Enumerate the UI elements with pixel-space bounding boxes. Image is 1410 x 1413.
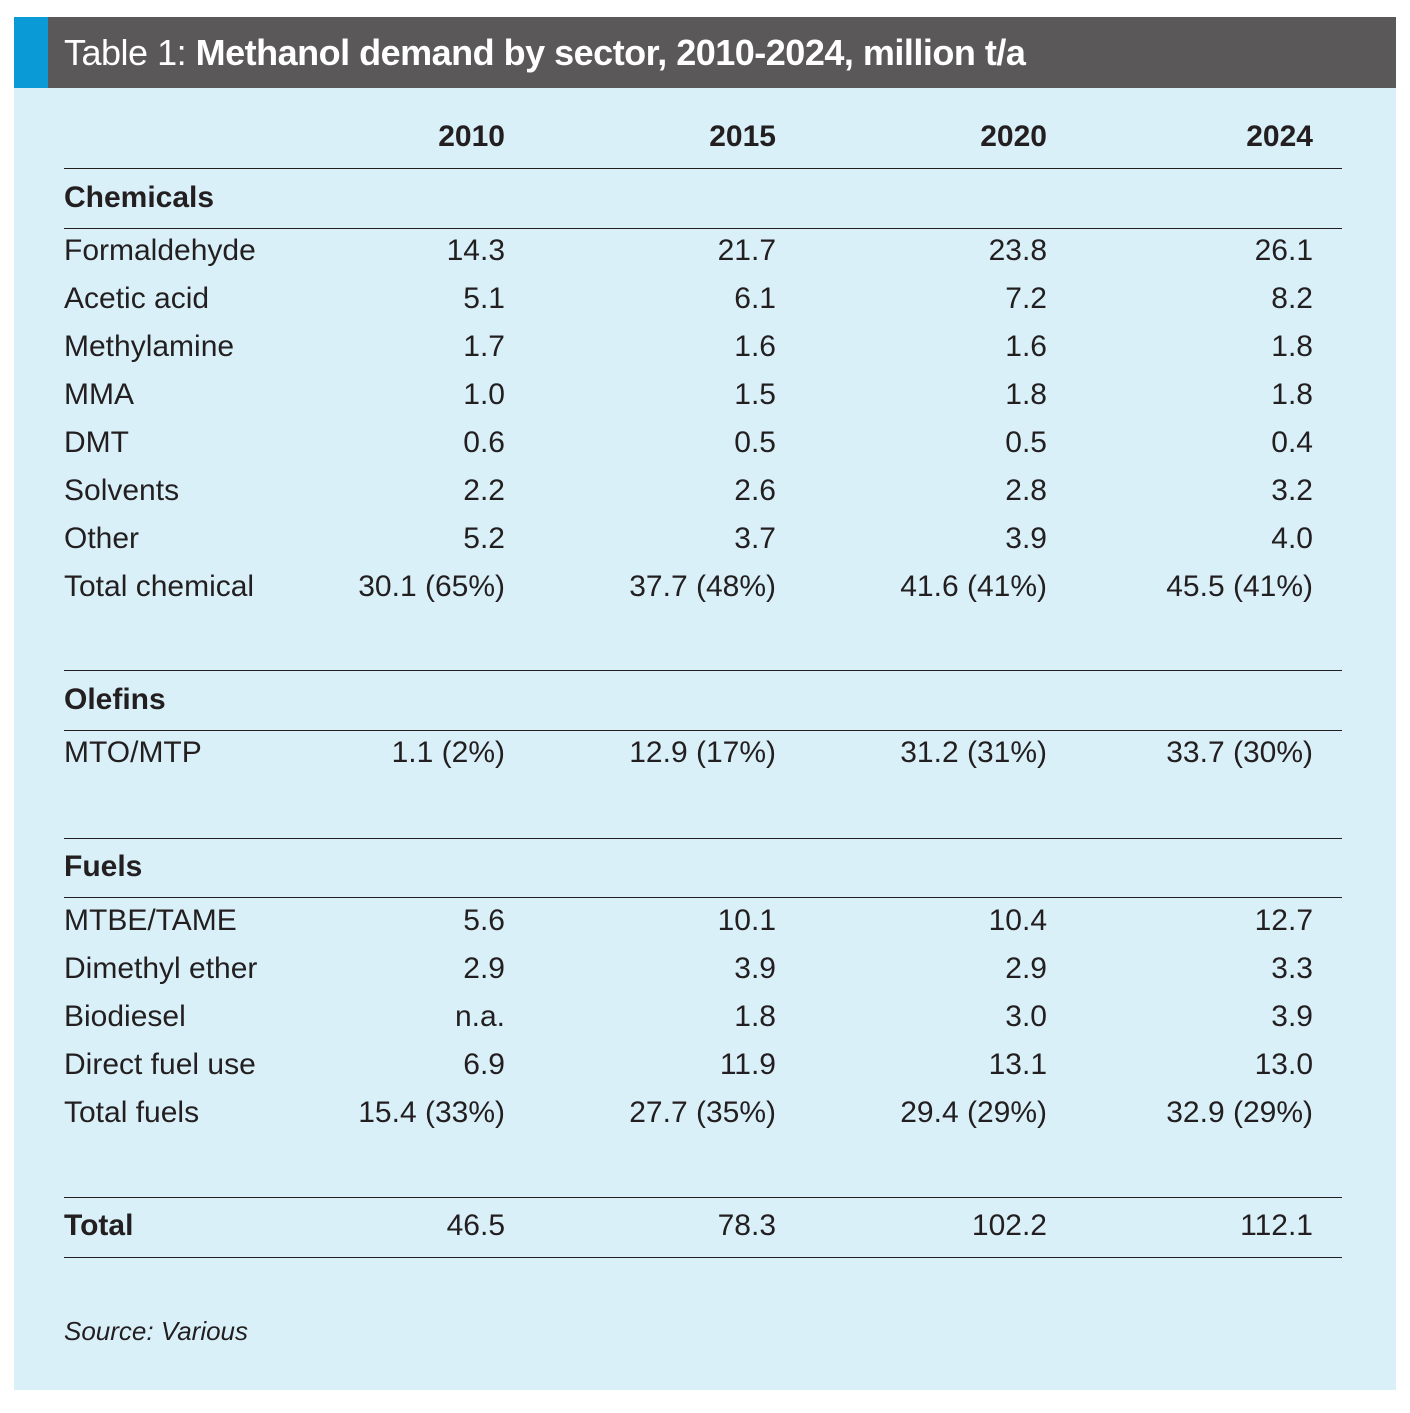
cell-value: 13.0 bbox=[1254, 1048, 1313, 1081]
section-heading: Olefins bbox=[64, 683, 166, 716]
cell-value: 2.9 bbox=[463, 952, 505, 985]
cell-value: 1.6 bbox=[1005, 330, 1047, 363]
cell-value: 14.3 bbox=[446, 234, 505, 267]
total-value: 78.3 bbox=[717, 1209, 776, 1242]
cell-value: 1.8 bbox=[1271, 378, 1313, 411]
cell-value: 3.9 bbox=[734, 952, 776, 985]
column-header: 2015 bbox=[709, 120, 776, 153]
column-header: 2024 bbox=[1246, 120, 1313, 153]
cell-value: 3.0 bbox=[1005, 1000, 1047, 1033]
divider bbox=[64, 730, 1342, 731]
section-heading: Chemicals bbox=[64, 181, 215, 214]
row-label: Methylamine bbox=[64, 330, 235, 363]
total-label: Total bbox=[64, 1209, 134, 1242]
cell-value: 0.5 bbox=[1005, 426, 1047, 459]
cell-value: 26.1 bbox=[1254, 234, 1313, 267]
row-label: Formaldehyde bbox=[64, 234, 256, 267]
row-label: Direct fuel use bbox=[64, 1048, 256, 1081]
cell-value: 27.7 (35%) bbox=[629, 1096, 776, 1129]
cell-value: 8.2 bbox=[1271, 282, 1313, 315]
cell-value: 1.8 bbox=[1005, 378, 1047, 411]
cell-value: 1.0 bbox=[463, 378, 505, 411]
cell-value: 12.9 (17%) bbox=[629, 736, 776, 769]
cell-value: 31.2 (31%) bbox=[900, 736, 1047, 769]
cell-value: 3.2 bbox=[1271, 474, 1313, 507]
cell-value: 15.4 (33%) bbox=[358, 1096, 505, 1129]
row-label: Total chemical bbox=[64, 570, 255, 603]
cell-value: 30.1 (65%) bbox=[358, 570, 505, 603]
cell-value: 1.6 bbox=[734, 330, 776, 363]
cell-value: 5.1 bbox=[463, 282, 505, 315]
cell-value: 2.6 bbox=[734, 474, 776, 507]
total-value: 112.1 bbox=[1240, 1209, 1313, 1242]
cell-value: 0.4 bbox=[1271, 426, 1313, 459]
row-label: Other bbox=[64, 522, 140, 555]
cell-value: 1.8 bbox=[1271, 330, 1313, 363]
divider bbox=[64, 897, 1342, 898]
cell-value: 5.2 bbox=[463, 522, 505, 555]
row-label: Solvents bbox=[64, 474, 180, 507]
row-label: Biodiesel bbox=[64, 1000, 186, 1033]
cell-value: 1.7 bbox=[463, 330, 505, 363]
cell-value: 3.9 bbox=[1271, 1000, 1313, 1033]
cell-value: 6.9 bbox=[463, 1048, 505, 1081]
column-header: 2010 bbox=[438, 120, 505, 153]
cell-value: 11.9 bbox=[719, 1048, 776, 1081]
cell-value: 21.7 bbox=[717, 234, 776, 267]
cell-value: 41.6 (41%) bbox=[900, 570, 1047, 603]
cell-value: 23.8 bbox=[988, 234, 1047, 267]
accent-bar bbox=[14, 17, 48, 88]
cell-value: 2.2 bbox=[463, 474, 505, 507]
table-panel: Table 1: Methanol demand by sector, 2010… bbox=[14, 17, 1396, 1390]
cell-value: 3.9 bbox=[1005, 522, 1047, 555]
cell-value: 33.7 (30%) bbox=[1166, 736, 1313, 769]
row-label: Dimethyl ether bbox=[64, 952, 258, 985]
cell-value: 1.1 (2%) bbox=[391, 736, 505, 769]
cell-value: 32.9 (29%) bbox=[1166, 1096, 1313, 1129]
table-title-text: Methanol demand by sector, 2010-2024, mi… bbox=[195, 32, 1026, 73]
cell-value: 1.8 bbox=[734, 1000, 776, 1033]
row-label: MMA bbox=[64, 378, 134, 411]
row-label: Total fuels bbox=[64, 1096, 200, 1129]
cell-value: 10.1 bbox=[717, 904, 776, 937]
divider bbox=[64, 1197, 1342, 1198]
cell-value: 5.6 bbox=[463, 904, 505, 937]
cell-value: 2.8 bbox=[1005, 474, 1047, 507]
row-label: DMT bbox=[64, 426, 129, 459]
cell-value: 6.1 bbox=[734, 282, 776, 315]
cell-value: 1.5 bbox=[734, 378, 776, 411]
cell-value: n.a. bbox=[454, 1000, 505, 1033]
divider bbox=[64, 1257, 1342, 1258]
cell-value: 37.7 (48%) bbox=[629, 570, 776, 603]
total-value: 46.5 bbox=[446, 1209, 505, 1242]
cell-value: 3.3 bbox=[1271, 952, 1313, 985]
total-value: 102.2 bbox=[971, 1209, 1047, 1242]
cell-value: 4.0 bbox=[1271, 522, 1313, 555]
divider bbox=[64, 670, 1342, 671]
divider bbox=[64, 838, 1342, 839]
cell-value: 12.7 bbox=[1254, 904, 1313, 937]
column-header: 2020 bbox=[980, 120, 1047, 153]
cell-value: 10.4 bbox=[988, 904, 1047, 937]
divider bbox=[64, 168, 1342, 169]
cell-value: 0.5 bbox=[734, 426, 776, 459]
table-header-bar: Table 1: Methanol demand by sector, 2010… bbox=[14, 17, 1396, 88]
cell-value: 45.5 (41%) bbox=[1166, 570, 1313, 603]
section-heading: Fuels bbox=[64, 850, 143, 883]
table-title: Table 1: Methanol demand by sector, 2010… bbox=[64, 17, 1026, 88]
row-label: MTBE/TAME bbox=[64, 904, 237, 937]
cell-value: 7.2 bbox=[1005, 282, 1047, 315]
cell-value: 0.6 bbox=[463, 426, 505, 459]
cell-value: 29.4 (29%) bbox=[900, 1096, 1047, 1129]
source-note: Source: Various bbox=[64, 1316, 249, 1346]
cell-value: 13.1 bbox=[988, 1048, 1047, 1081]
divider bbox=[64, 228, 1342, 229]
row-label: Acetic acid bbox=[64, 282, 210, 315]
table-number: Table 1: bbox=[64, 32, 196, 73]
cell-value: 3.7 bbox=[734, 522, 776, 555]
cell-value: 2.9 bbox=[1005, 952, 1047, 985]
row-label: MTO/MTP bbox=[64, 736, 202, 769]
